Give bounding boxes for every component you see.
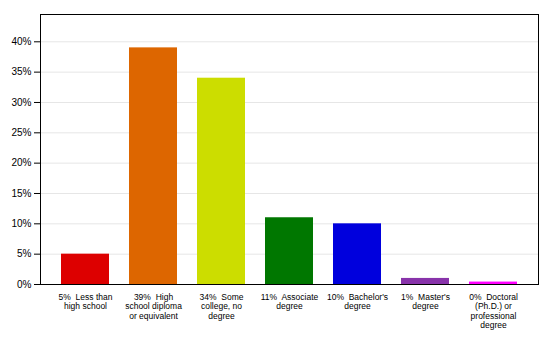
svg-text:39% Highschool diplomaor equi: 39% Highschool diplomaor equivalent [125, 292, 182, 321]
svg-text:15%: 15% [11, 188, 31, 199]
svg-text:40%: 40% [11, 36, 31, 47]
svg-text:10%: 10% [11, 218, 31, 229]
svg-text:0%: 0% [17, 279, 32, 290]
svg-text:5%: 5% [17, 248, 32, 259]
svg-text:1% Master'sdegree: 1% Master'sdegree [401, 292, 450, 311]
svg-text:30%: 30% [11, 97, 31, 108]
svg-text:0% Doctoral(Ph.D.) orprofessi: 0% Doctoral(Ph.D.) orprofessionaldegree [469, 292, 518, 330]
svg-text:20%: 20% [11, 157, 31, 168]
svg-text:11% Associatedegree: 11% Associatedegree [261, 292, 319, 311]
svg-text:5% Less thanhigh school: 5% Less thanhigh school [59, 292, 113, 311]
svg-text:34% Somecollege, nodegree: 34% Somecollege, nodegree [200, 292, 244, 321]
svg-text:25%: 25% [11, 127, 31, 138]
svg-text:10% Bachelor'sdegree: 10% Bachelor'sdegree [327, 292, 388, 311]
svg-text:35%: 35% [11, 66, 31, 77]
